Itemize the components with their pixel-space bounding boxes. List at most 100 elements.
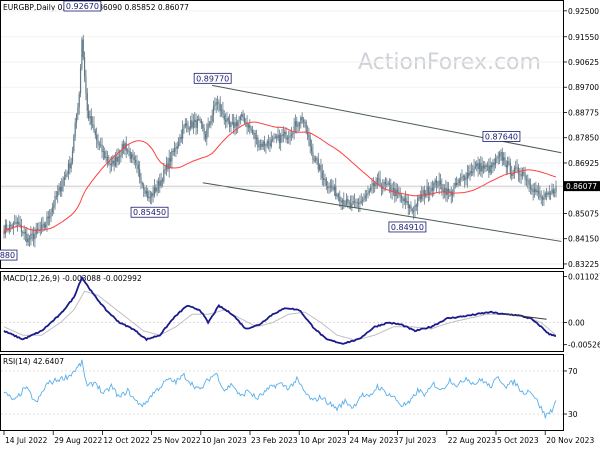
price-candle-body <box>12 222 15 228</box>
price-candle-body <box>192 122 194 128</box>
price-candle-body <box>476 163 478 167</box>
price-candle-body <box>503 157 505 161</box>
price-candle-body <box>367 192 369 195</box>
price-candle-body <box>175 147 177 149</box>
price-candle-body <box>540 197 542 199</box>
price-candle-body <box>532 190 534 193</box>
price-candle-body <box>30 233 32 240</box>
price-candle-body <box>520 174 522 177</box>
price-candle-body <box>203 128 205 135</box>
price-candle-body <box>306 132 309 135</box>
price-candle-body <box>126 150 129 152</box>
price-candle-body <box>513 167 515 175</box>
price-candle-body <box>45 224 47 228</box>
price-candle-body <box>49 216 51 219</box>
price-candle-body <box>163 169 165 182</box>
price-candle-body <box>149 196 151 198</box>
price-candle-body <box>486 165 489 167</box>
price-candle-body <box>481 165 483 172</box>
price-candle-body <box>363 198 365 201</box>
price-candle-body <box>180 136 182 139</box>
price-candle-body <box>214 104 216 107</box>
price-candle-body <box>129 151 131 159</box>
price-candle-body <box>456 182 458 186</box>
price-candle-body <box>445 188 447 196</box>
price-candle-body <box>210 121 212 125</box>
price-candle-body <box>255 137 258 140</box>
price-candle-body <box>329 185 331 188</box>
price-candle-body <box>375 184 377 187</box>
macd-trendline <box>503 313 547 320</box>
price-candle-body <box>34 234 36 240</box>
price-candle-body <box>386 184 388 185</box>
price-candle-body <box>141 183 143 185</box>
price-candle-body <box>309 138 311 147</box>
price-candle-body <box>442 190 444 192</box>
price-candle-body <box>67 163 70 174</box>
price-candle-body <box>259 143 262 147</box>
macd-y-tick-label: 0.00 <box>568 319 585 328</box>
macd-y-tick-label: 0.011027 <box>568 272 600 281</box>
price-candle-body <box>254 132 256 140</box>
price-candle-body <box>93 124 95 131</box>
price-candle-body <box>294 121 297 127</box>
price-candle-body <box>280 135 282 143</box>
price-y-tick-label: 0.85075 <box>568 209 599 218</box>
price-candle-body <box>100 144 102 146</box>
price-candle-body <box>253 132 255 134</box>
price-candle-body <box>321 171 323 179</box>
price-candle-body <box>331 185 333 188</box>
price-candle-body <box>528 180 530 185</box>
price-candle-body <box>474 166 477 168</box>
price-candle-body <box>147 191 149 199</box>
price-candle-body <box>132 154 134 158</box>
price-candle-body <box>212 106 215 116</box>
price-candle-body <box>47 216 49 219</box>
price-candle-body <box>370 187 372 191</box>
price-candle-body <box>434 180 436 184</box>
price-candle-body <box>281 135 283 137</box>
price-candle-body <box>198 119 200 121</box>
price-candle-body <box>328 187 330 189</box>
price-candle-body <box>66 173 68 175</box>
x-tick-label: 20 Nov 2023 <box>546 436 594 445</box>
price-annotation-label: 0.92670 <box>66 2 99 11</box>
price-candle-body <box>22 232 24 234</box>
price-candle-body <box>139 169 141 178</box>
price-candle-body <box>14 222 16 224</box>
price-candle-body <box>543 197 545 200</box>
price-candle-body <box>398 192 400 196</box>
price-candle-body <box>135 159 137 163</box>
price-candle-body <box>137 165 139 170</box>
price-candle-body <box>184 123 186 127</box>
price-candle-body <box>356 202 358 204</box>
price-moving-average-line <box>3 121 557 235</box>
price-candle-body <box>360 200 362 203</box>
price-candle-body <box>270 139 272 147</box>
x-tick-label: 23 Feb 2023 <box>251 436 298 445</box>
price-candle-body <box>176 146 178 149</box>
price-candle-body <box>98 144 100 146</box>
price-candle-body <box>485 165 487 167</box>
price-candle-body <box>396 189 399 193</box>
price-candle-body <box>195 119 197 128</box>
price-candle-body <box>61 186 63 192</box>
price-candle-body <box>435 180 438 186</box>
price-candle-body <box>430 188 432 192</box>
price-candle-body <box>63 177 66 180</box>
price-candle-body <box>51 207 53 212</box>
price-candle-body <box>353 201 356 203</box>
price-candle-body <box>225 120 227 122</box>
price-candle-body <box>316 157 318 160</box>
price-candle-body <box>378 178 380 180</box>
price-candle-body <box>28 238 31 240</box>
price-candle-body <box>337 194 340 197</box>
price-candle-body <box>18 221 20 225</box>
price-candle-body <box>241 114 243 117</box>
price-candle-body <box>261 143 263 147</box>
price-candle-body <box>20 224 23 233</box>
price-candle-body <box>340 201 342 203</box>
price-candle-body <box>336 194 338 197</box>
price-candle-body <box>278 134 280 143</box>
price-candle-body <box>10 224 12 227</box>
